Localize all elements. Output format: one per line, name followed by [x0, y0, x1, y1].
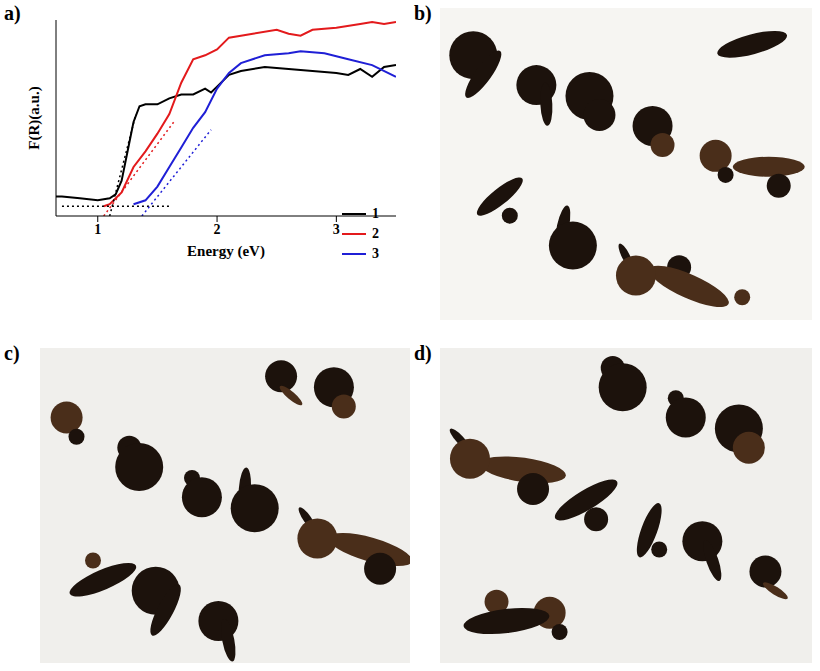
svg-text:2: 2	[214, 222, 221, 237]
svg-text:1: 1	[94, 222, 101, 237]
html-text:a): a)	[4, 2, 21, 24]
svg-text:Energy (eV): Energy (eV)	[187, 243, 265, 260]
html-text:1: 1	[372, 206, 379, 221]
svg-text:3: 3	[333, 222, 340, 237]
svg-text:F(R)(a.u.): F(R)(a.u.)	[26, 86, 43, 149]
html-text:b): b)	[414, 2, 432, 24]
html-text:2: 2	[372, 226, 379, 241]
html-text:3: 3	[372, 246, 379, 261]
html-text:d): d)	[414, 342, 432, 364]
html-text:c): c)	[4, 342, 20, 364]
